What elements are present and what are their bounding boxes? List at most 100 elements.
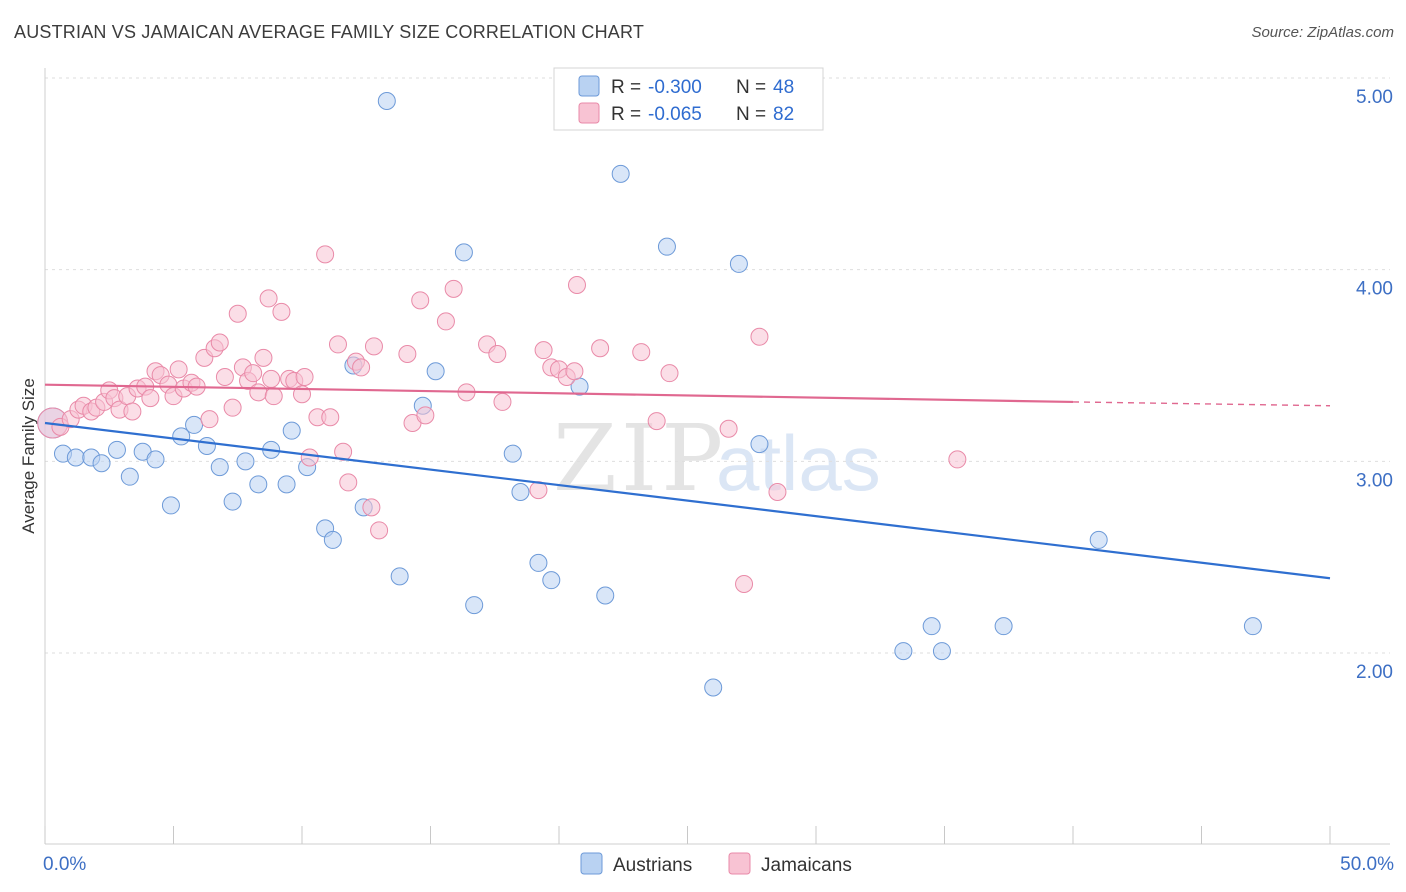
- jamaicans-point-75: [719, 419, 738, 438]
- jamaicans-point-58: [436, 312, 455, 331]
- austrians-point-28: [426, 362, 445, 381]
- jamaicans-point-33: [244, 364, 263, 383]
- jamaicans-point-29: [223, 398, 242, 417]
- austrians-point-15: [236, 452, 255, 471]
- jamaicans-point-54: [398, 345, 417, 364]
- austrians-point-26: [390, 567, 409, 586]
- trend-line-jamaicans: [44, 383, 1074, 404]
- legend-swatch-jamaicans: [578, 102, 600, 124]
- jamaicans-point-12: [123, 402, 142, 421]
- austrians-point-36: [596, 586, 615, 605]
- jamaicans-point-79: [948, 450, 967, 469]
- austrians-point-13: [210, 458, 229, 477]
- y-tick-label-2: 4.00: [1356, 279, 1393, 300]
- jamaicans-point-72: [632, 343, 651, 362]
- austrians-point-4: [92, 454, 111, 473]
- austrians-point-2: [66, 448, 85, 467]
- jamaicans-point-62: [488, 345, 507, 364]
- watermark-atlas: atlas: [716, 419, 881, 507]
- jamaicans-point-69: [565, 362, 584, 381]
- jamaicans-point-73: [647, 412, 666, 431]
- jamaicans-point-37: [264, 387, 283, 406]
- jamaicans-point-48: [339, 473, 358, 492]
- jamaicans-point-65: [534, 341, 553, 360]
- austrians-point-47: [1243, 617, 1262, 636]
- jamaicans-point-42: [300, 448, 319, 467]
- jamaicans-point-15: [141, 389, 160, 408]
- jamaicans-point-27: [210, 333, 229, 352]
- austrians-point-42: [1089, 530, 1108, 549]
- austrians-point-19: [282, 421, 301, 440]
- austrians-point-39: [704, 678, 723, 697]
- y-tick-label-1: 3.00: [1356, 470, 1393, 491]
- y-tick-label-0: 2.00: [1356, 662, 1393, 683]
- austrians-point-29: [454, 243, 473, 262]
- y-axis-tick-labels: 2.00 3.00 4.00 5.00: [1356, 87, 1393, 683]
- austrians-point-33: [529, 553, 548, 572]
- austrians-point-40: [729, 254, 748, 273]
- austrians-point-16: [249, 475, 268, 494]
- jamaicans-point-57: [416, 406, 435, 425]
- trend-line-jamaicans-extension: [1072, 401, 1331, 407]
- jamaicans-point-71: [591, 339, 610, 358]
- series-jamaicans: [37, 245, 967, 594]
- austrians-point-31: [503, 444, 522, 463]
- austrians-point-38: [657, 237, 676, 256]
- austrians-point-37: [611, 164, 630, 183]
- austrians-point-5: [107, 440, 126, 459]
- jamaicans-point-77: [750, 327, 769, 346]
- legend-n-label-austrians: N =: [736, 77, 766, 98]
- jamaicans-point-25: [200, 410, 219, 429]
- x-tick-label-min: 0.0%: [43, 854, 86, 875]
- austrians-point-18: [277, 475, 296, 494]
- jamaicans-point-81: [262, 369, 281, 388]
- y-tick-label-3: 5.00: [1356, 87, 1393, 108]
- austrians-point-9: [161, 496, 180, 515]
- jamaicans-point-34: [249, 383, 268, 402]
- jamaicans-point-35: [254, 348, 273, 367]
- trend-lines: [44, 383, 1331, 580]
- austrians-point-6: [120, 467, 139, 486]
- legend-r-value-austrians: -0.300: [648, 77, 702, 98]
- austrians-point-30: [465, 596, 484, 615]
- x-tick-label-max: 50.0%: [1340, 854, 1394, 875]
- legend-r-value-jamaicans: -0.065: [648, 104, 702, 125]
- austrians-point-14: [223, 492, 242, 511]
- bottom-legend-label-austrians: Austrians: [613, 855, 692, 876]
- jamaicans-point-50: [352, 358, 371, 377]
- jamaicans-point-78: [768, 483, 787, 502]
- x-axis-ticks: [44, 826, 1331, 844]
- jamaicans-point-36: [259, 289, 278, 308]
- austrians-point-22: [323, 530, 342, 549]
- austrians-point-12: [197, 437, 216, 456]
- austrians-point-43: [894, 642, 913, 661]
- axes: [44, 68, 1390, 845]
- jamaicans-point-76: [735, 575, 754, 594]
- jamaicans-point-74: [660, 364, 679, 383]
- legend-n-value-austrians: 48: [773, 77, 794, 98]
- jamaicans-point-28: [215, 368, 234, 387]
- austrians-point-11: [185, 415, 204, 434]
- jamaicans-point-51: [364, 337, 383, 356]
- bottom-legend-swatch-jamaicans: [728, 852, 751, 875]
- austrians-point-44: [922, 617, 941, 636]
- jamaicans-point-30: [228, 304, 247, 323]
- austrians-point-25: [377, 92, 396, 111]
- austrians-point-46: [994, 617, 1013, 636]
- austrians-point-41: [750, 435, 769, 454]
- bottom-legend-label-jamaicans: Jamaicans: [761, 855, 852, 876]
- jamaicans-point-56: [411, 291, 430, 310]
- jamaicans-point-47: [334, 442, 353, 461]
- legend-box: R = -0.300 N = 48 R = -0.065 N = 82: [553, 67, 824, 131]
- legend-n-value-jamaicans: 82: [773, 104, 794, 125]
- legend-n-label-jamaicans: N =: [736, 104, 766, 125]
- austrians-point-8: [146, 450, 165, 469]
- jamaicans-point-70: [567, 276, 586, 295]
- watermark: ZIP atlas: [553, 405, 881, 512]
- chart-title: AUSTRIAN VS JAMAICAN AVERAGE FAMILY SIZE…: [14, 22, 645, 42]
- jamaicans-point-80: [295, 368, 314, 387]
- jamaicans-point-59: [444, 279, 463, 298]
- jamaicans-point-44: [316, 245, 335, 264]
- austrians-point-45: [932, 642, 951, 661]
